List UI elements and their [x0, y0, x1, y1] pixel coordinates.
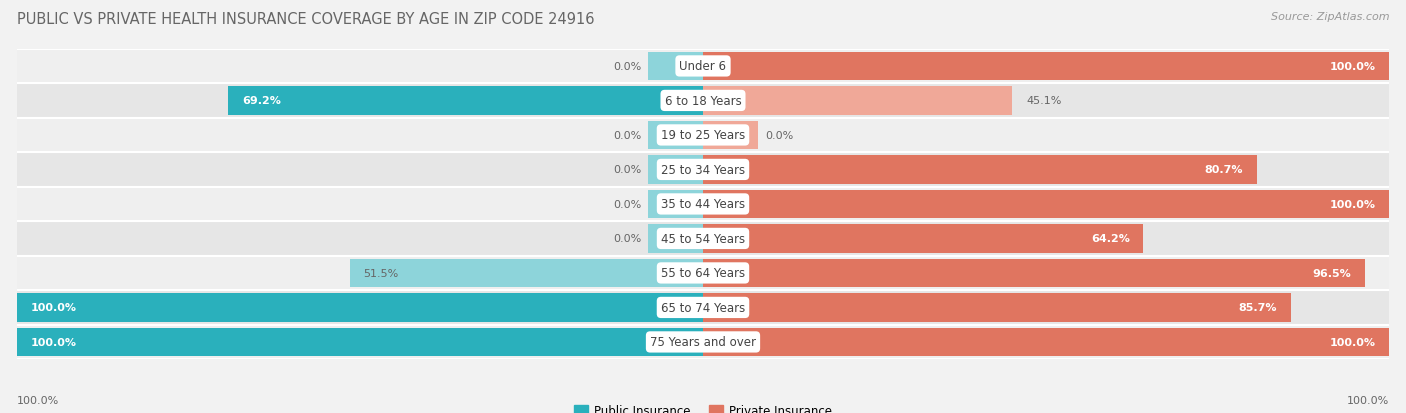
Text: 65 to 74 Years: 65 to 74 Years: [661, 301, 745, 314]
Bar: [703, 156, 1257, 184]
Bar: [648, 121, 703, 150]
Text: 100.0%: 100.0%: [1330, 337, 1375, 347]
Text: Under 6: Under 6: [679, 60, 727, 73]
Bar: [648, 225, 703, 253]
Bar: [648, 156, 703, 184]
Bar: [350, 259, 703, 287]
Bar: [17, 119, 1389, 153]
Text: 64.2%: 64.2%: [1091, 234, 1130, 244]
Text: 0.0%: 0.0%: [765, 131, 793, 140]
Text: PUBLIC VS PRIVATE HEALTH INSURANCE COVERAGE BY AGE IN ZIP CODE 24916: PUBLIC VS PRIVATE HEALTH INSURANCE COVER…: [17, 12, 595, 27]
Text: 100.0%: 100.0%: [1330, 62, 1375, 72]
Text: 85.7%: 85.7%: [1239, 303, 1277, 313]
Bar: [17, 256, 1389, 290]
Bar: [648, 53, 703, 81]
Text: 51.5%: 51.5%: [363, 268, 399, 278]
Text: 25 to 34 Years: 25 to 34 Years: [661, 164, 745, 176]
Bar: [17, 153, 1389, 187]
Text: 45 to 54 Years: 45 to 54 Years: [661, 233, 745, 245]
Text: 55 to 64 Years: 55 to 64 Years: [661, 267, 745, 280]
Text: 0.0%: 0.0%: [613, 199, 641, 209]
Text: 0.0%: 0.0%: [613, 234, 641, 244]
Bar: [17, 290, 1389, 325]
Bar: [228, 87, 703, 115]
Text: Source: ZipAtlas.com: Source: ZipAtlas.com: [1271, 12, 1389, 22]
Text: 100.0%: 100.0%: [1330, 199, 1375, 209]
Text: 100.0%: 100.0%: [17, 395, 59, 405]
Text: 100.0%: 100.0%: [31, 303, 76, 313]
Bar: [703, 328, 1389, 356]
Text: 75 Years and over: 75 Years and over: [650, 336, 756, 349]
Bar: [17, 328, 703, 356]
Text: 100.0%: 100.0%: [31, 337, 76, 347]
Bar: [703, 294, 1291, 322]
Text: 69.2%: 69.2%: [242, 96, 281, 106]
Text: 80.7%: 80.7%: [1205, 165, 1243, 175]
Bar: [17, 50, 1389, 84]
Text: 35 to 44 Years: 35 to 44 Years: [661, 198, 745, 211]
Bar: [17, 187, 1389, 222]
Bar: [648, 190, 703, 218]
Text: 0.0%: 0.0%: [613, 131, 641, 140]
Bar: [17, 84, 1389, 119]
Bar: [703, 225, 1143, 253]
Text: 0.0%: 0.0%: [613, 62, 641, 72]
Text: 45.1%: 45.1%: [1026, 96, 1062, 106]
Text: 100.0%: 100.0%: [1347, 395, 1389, 405]
Text: 6 to 18 Years: 6 to 18 Years: [665, 95, 741, 108]
Bar: [17, 294, 703, 322]
Bar: [703, 259, 1365, 287]
Text: 96.5%: 96.5%: [1313, 268, 1351, 278]
Bar: [17, 325, 1389, 359]
Bar: [703, 53, 1389, 81]
Bar: [703, 87, 1012, 115]
Text: 19 to 25 Years: 19 to 25 Years: [661, 129, 745, 142]
Text: 0.0%: 0.0%: [613, 165, 641, 175]
Bar: [703, 190, 1389, 218]
Bar: [17, 222, 1389, 256]
Legend: Public Insurance, Private Insurance: Public Insurance, Private Insurance: [569, 399, 837, 413]
Bar: [703, 121, 758, 150]
